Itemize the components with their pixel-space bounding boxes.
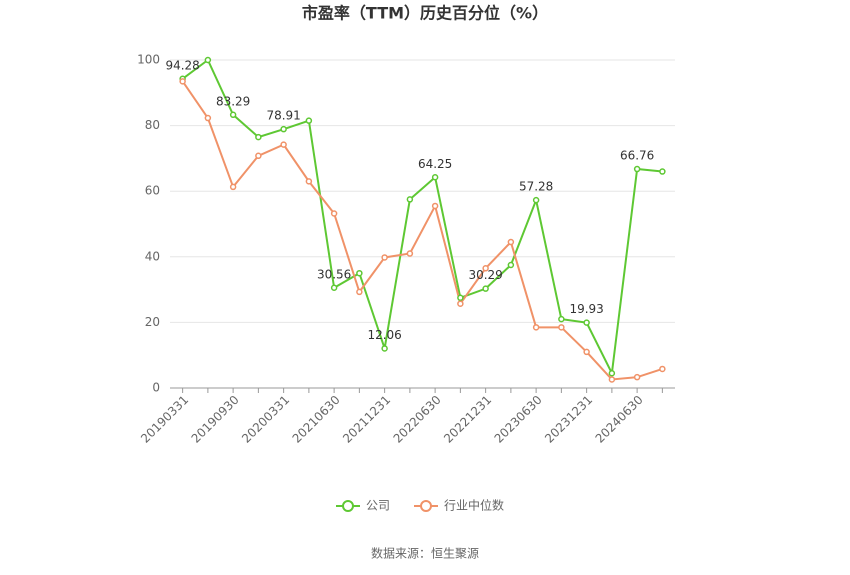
point [280, 141, 287, 148]
point [381, 254, 388, 261]
point [204, 114, 212, 122]
legend-label: 公司 [366, 499, 390, 513]
legend-marker [342, 500, 354, 512]
point [229, 183, 237, 191]
y-tick-label: 0 [152, 381, 160, 395]
point [457, 294, 464, 302]
legend-label: 行业中位数 [444, 498, 504, 513]
point [532, 196, 540, 204]
point [558, 315, 565, 323]
point [255, 152, 262, 160]
point [305, 117, 313, 124]
point [305, 178, 313, 185]
source: 数据来源：恒生聚源 [371, 546, 479, 561]
series-line [181, 80, 663, 381]
data-label: 66.76 [620, 149, 654, 163]
point [608, 369, 616, 377]
x-tick-label: 20221231 [441, 393, 494, 446]
point [330, 210, 338, 217]
point [204, 56, 212, 64]
y-tick-label: 20 [145, 315, 160, 329]
data-label: 30.56 [317, 267, 351, 281]
point [406, 196, 414, 203]
point [633, 165, 641, 173]
point [659, 168, 666, 175]
point [431, 202, 439, 210]
y-tick-label: 100 [137, 53, 160, 67]
point [583, 348, 590, 356]
x-tick-label: 20190331 [138, 393, 191, 446]
point [179, 78, 186, 85]
y-tick-label: 60 [145, 184, 160, 198]
point [532, 324, 540, 331]
data-label: 30.29 [468, 268, 502, 282]
point [608, 376, 616, 383]
point [457, 300, 464, 307]
data-label: 57.28 [519, 180, 553, 194]
x-tick-label: 20230630 [492, 393, 545, 446]
data-label: 19.93 [569, 302, 603, 316]
point [558, 324, 565, 331]
x-tick-label: 20211231 [340, 393, 393, 446]
point [280, 125, 287, 133]
y-tick-label: 40 [145, 249, 160, 263]
data-label: 78.91 [266, 109, 300, 123]
point [507, 238, 515, 246]
point [406, 250, 414, 257]
point [356, 269, 363, 277]
x-tick-label: 20190930 [189, 393, 242, 446]
legend-marker [420, 500, 432, 512]
point [633, 373, 641, 381]
point [583, 319, 590, 326]
point [255, 133, 262, 141]
x-tick-label: 20210630 [290, 393, 343, 446]
data-label: 64.25 [418, 157, 452, 171]
x-tick-label: 20200331 [239, 393, 292, 446]
data-label: 12.06 [367, 328, 401, 342]
point [229, 111, 237, 119]
point [659, 365, 666, 373]
chart-title: 市盈率（TTM）历史百分位（%） [302, 4, 548, 23]
point [482, 285, 489, 292]
data-label: 83.29 [216, 94, 250, 108]
x-tick-label: 20240630 [593, 393, 646, 446]
series-line [182, 58, 663, 377]
x-tick-label: 20220630 [391, 393, 444, 446]
data-label: 94.28 [165, 58, 199, 72]
point [507, 261, 515, 269]
point [482, 265, 489, 272]
point [381, 345, 388, 352]
point [431, 174, 439, 181]
point [330, 284, 338, 292]
y-tick-label: 80 [145, 118, 160, 132]
x-tick-label: 20231231 [542, 393, 595, 446]
point [356, 288, 363, 296]
